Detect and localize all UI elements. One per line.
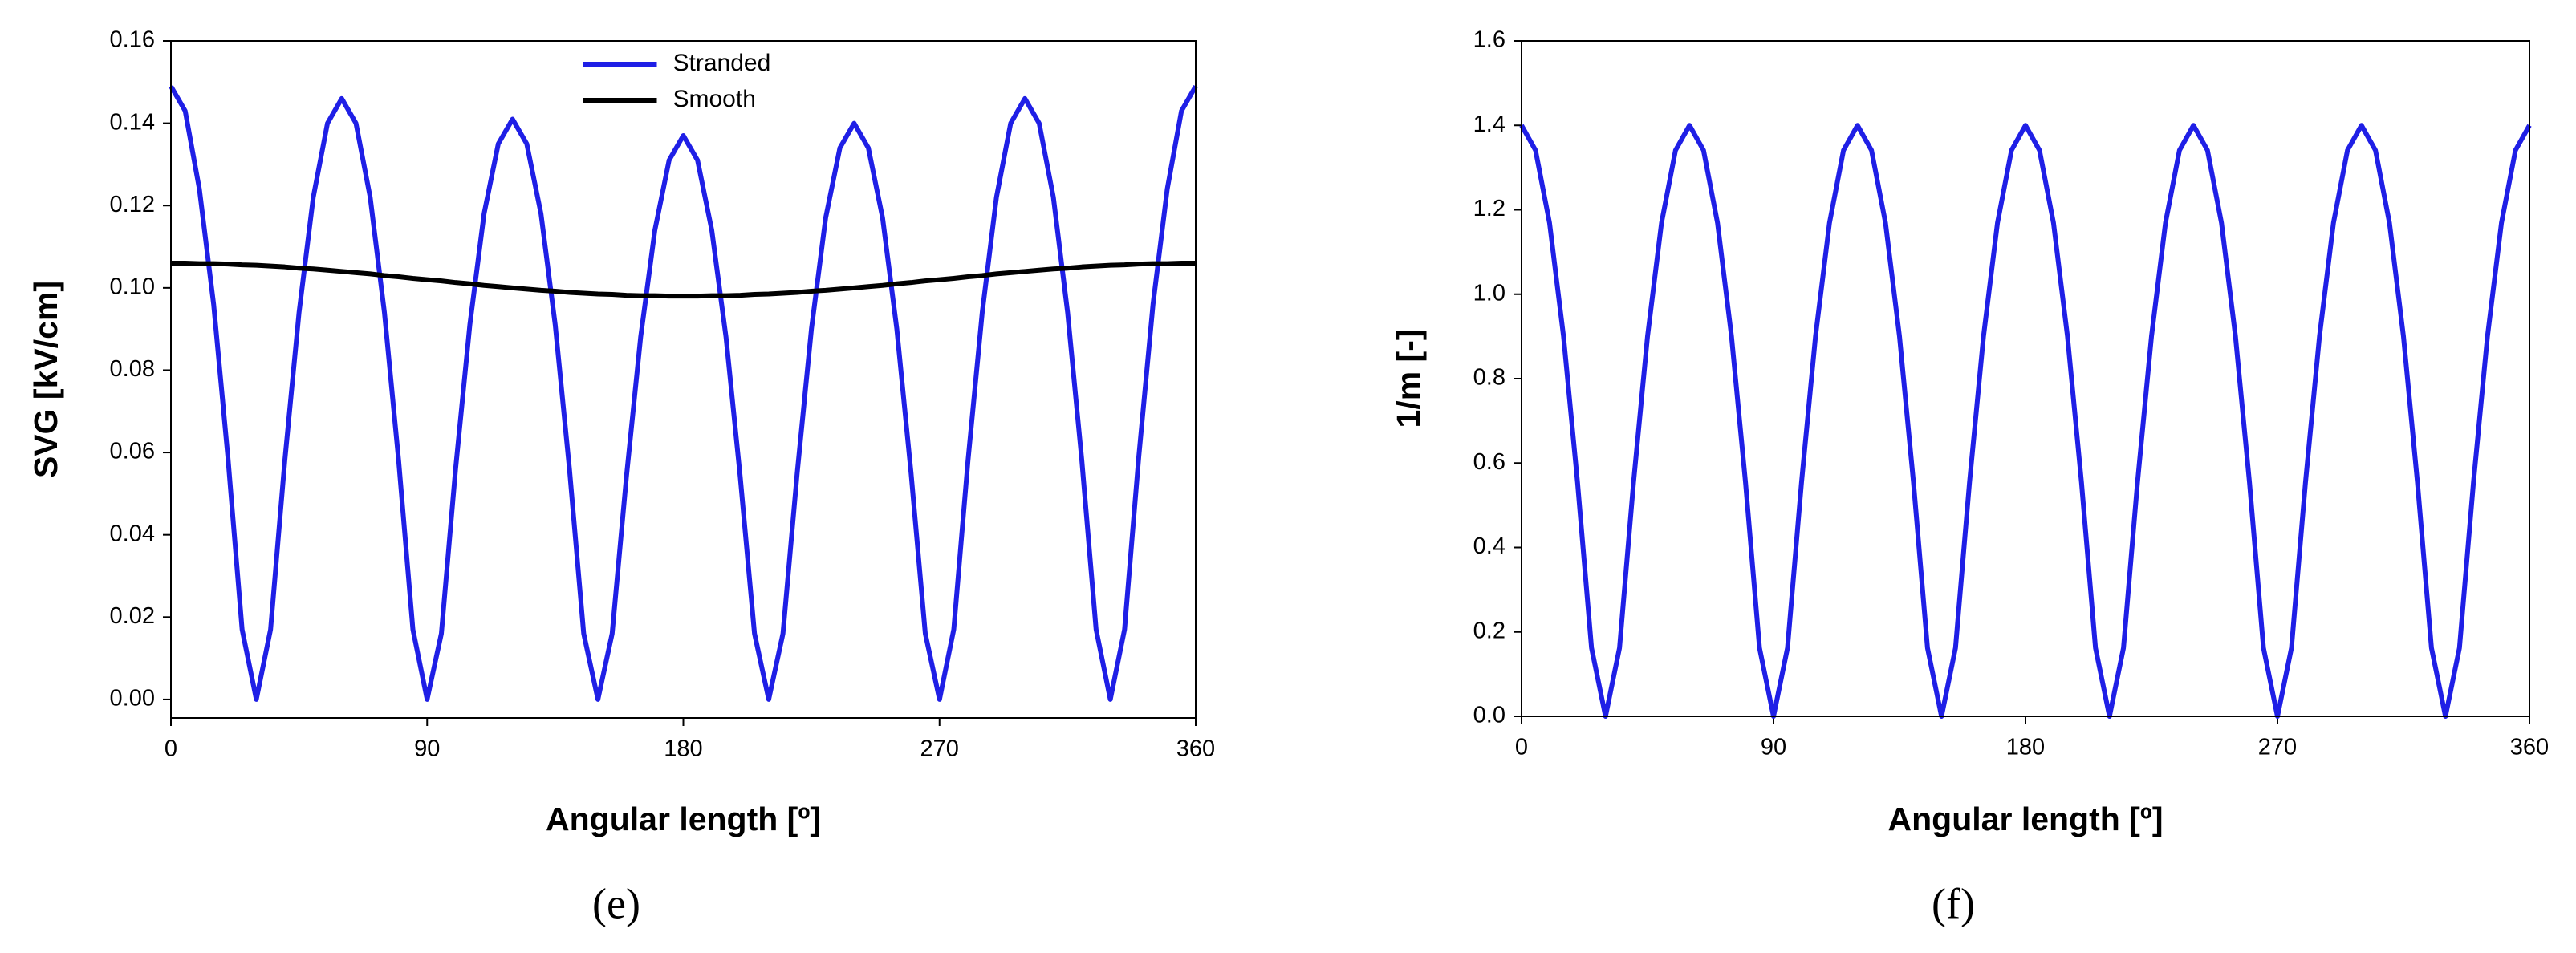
y-tick-label: 1.4 xyxy=(1473,112,1505,137)
y-tick-label: 0.10 xyxy=(110,274,155,299)
y-tick-label: 0.8 xyxy=(1473,365,1505,391)
y-tick-label: 0.14 xyxy=(110,109,155,135)
series-line xyxy=(171,261,1196,299)
x-axis-title: Angular length [º] xyxy=(1888,801,2164,837)
x-tick-label: 360 xyxy=(2510,735,2549,760)
plot-frame xyxy=(170,40,1197,719)
x-axis-title: Angular length [º] xyxy=(546,801,821,837)
y-axis-title: 1/m [-] xyxy=(1390,330,1427,428)
y-axis-title: SVG [kV/cm] xyxy=(27,281,64,478)
legend-label: Stranded xyxy=(673,50,771,76)
x-tick-label: 0 xyxy=(1515,735,1528,760)
subfigure-caption: (f) xyxy=(1932,879,1975,927)
y-tick-label: 0.08 xyxy=(110,356,155,382)
y-tick-label: 0.00 xyxy=(110,686,155,712)
legend-label: Smooth xyxy=(673,86,756,112)
y-tick-label: 0.16 xyxy=(110,27,155,53)
plot-frame xyxy=(1521,40,2530,717)
y-tick-label: 0.04 xyxy=(110,521,155,546)
y-tick-label: 1.0 xyxy=(1473,280,1505,306)
y-tick-label: 1.6 xyxy=(1473,27,1505,53)
subfigure-caption: (e) xyxy=(592,879,640,927)
x-tick-label: 270 xyxy=(2258,735,2297,760)
y-tick-label: 0.12 xyxy=(110,192,155,217)
x-tick-label: 90 xyxy=(1761,735,1786,760)
x-tick-label: 0 xyxy=(165,736,177,762)
y-tick-label: 0.4 xyxy=(1473,533,1505,559)
y-tick-label: 0.2 xyxy=(1473,618,1505,643)
y-tick-label: 0.06 xyxy=(110,439,155,464)
series-line xyxy=(1519,123,2532,719)
x-tick-label: 180 xyxy=(664,736,702,762)
x-tick-label: 270 xyxy=(920,736,959,762)
y-tick-label: 0.02 xyxy=(110,603,155,629)
x-tick-label: 360 xyxy=(1176,736,1215,762)
y-tick-label: 1.2 xyxy=(1473,196,1505,221)
x-tick-label: 90 xyxy=(414,736,440,762)
x-tick-label: 180 xyxy=(2006,735,2045,760)
series-line xyxy=(169,84,1198,702)
y-tick-label: 0.6 xyxy=(1473,449,1505,475)
y-tick-label: 0.0 xyxy=(1473,703,1505,728)
